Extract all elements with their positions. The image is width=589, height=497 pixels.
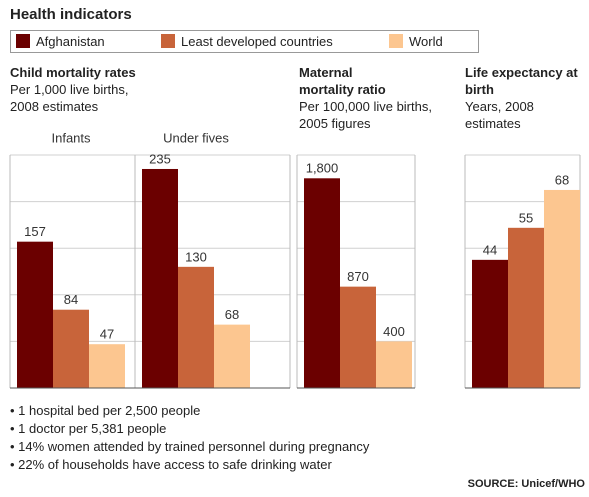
legend-swatch	[16, 34, 30, 48]
panel-title: Child mortality rates	[10, 65, 136, 80]
bar	[472, 259, 508, 388]
bar	[53, 309, 89, 388]
value-label: 870	[347, 269, 369, 284]
note: • 1 hospital bed per 2,500 people	[10, 403, 201, 418]
value-label: 68	[555, 172, 569, 187]
bar	[508, 227, 544, 388]
legend: Afghanistan Least developed countries Worl…	[10, 30, 479, 53]
note: • 22% of households have access to safe …	[10, 457, 332, 472]
bar	[214, 324, 250, 388]
legend-label: Afghanistan	[36, 34, 105, 49]
panel-subtitle: Per 1,000 live births, 2008 estimates	[10, 82, 129, 114]
note: • 14% women attended by trained personne…	[10, 439, 370, 454]
bar	[142, 168, 178, 388]
value-label: 68	[225, 307, 239, 322]
category-label: Infants	[51, 130, 91, 145]
panel-subtitle: Per 100,000 live births, 2005 figures	[299, 99, 432, 131]
value-label: 157	[24, 224, 46, 239]
legend-swatch	[161, 34, 175, 48]
legend-label: World	[409, 34, 443, 49]
title: Health indicators	[10, 6, 132, 23]
bar	[304, 178, 340, 388]
value-label: 130	[185, 249, 207, 264]
bar	[178, 266, 214, 388]
bar	[376, 341, 412, 388]
value-label: 84	[64, 292, 78, 307]
bar	[544, 189, 580, 388]
value-label: 235	[149, 151, 171, 166]
panel-title: Life expectancy at birth	[465, 65, 578, 97]
note: • 1 doctor per 5,381 people	[10, 421, 167, 436]
notes: • 1 hospital bed per 2,500 people • 1 doc…	[10, 402, 369, 474]
bar	[17, 241, 53, 388]
panel-subtitle: Years, 2008 estimates	[465, 99, 534, 131]
category-label: Under fives	[163, 130, 229, 145]
value-label: 44	[483, 242, 497, 257]
bar	[340, 286, 376, 388]
source: SOURCE: Unicef/WHO	[467, 478, 585, 490]
value-label: 400	[383, 324, 405, 339]
value-label: 1,800	[306, 161, 339, 176]
legend-swatch	[389, 34, 403, 48]
bar	[89, 344, 125, 388]
legend-label: Least developed countries	[181, 34, 333, 49]
value-label: 47	[100, 327, 114, 342]
value-label: 55	[519, 210, 533, 225]
panel-title: Maternal mortality ratio	[299, 65, 386, 97]
